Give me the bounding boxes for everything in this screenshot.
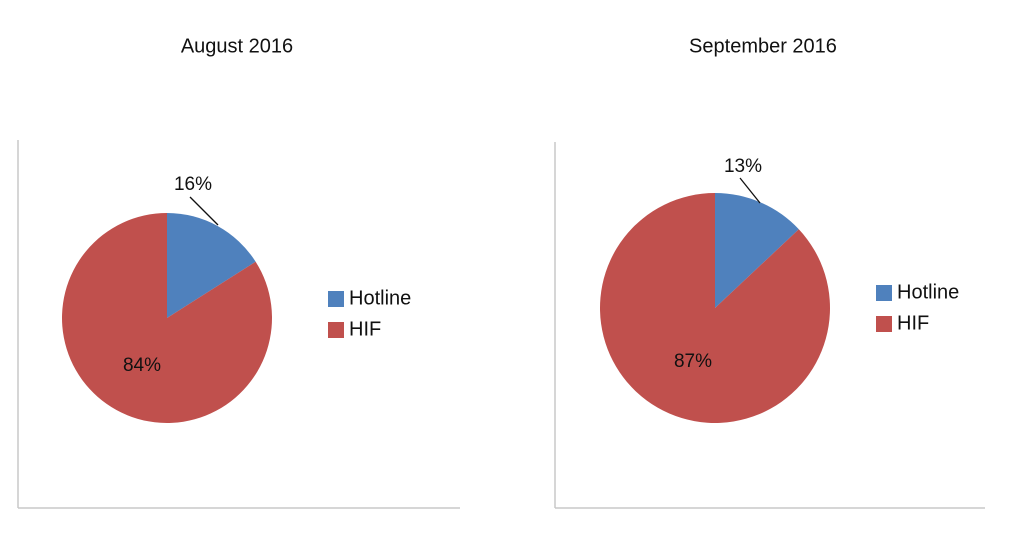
- legend-swatch: [876, 285, 892, 301]
- pie-slice: [600, 193, 830, 423]
- chart-title: August 2016: [181, 35, 293, 57]
- legend-swatch: [876, 316, 892, 332]
- legend-label: Hotline: [897, 281, 959, 303]
- data-label: 13%: [724, 156, 762, 177]
- legend-label: Hotline: [349, 287, 411, 309]
- legend-swatch: [328, 322, 344, 338]
- pie-slice: [715, 193, 799, 308]
- chart-title: September 2016: [689, 35, 837, 57]
- data-label: 87%: [674, 351, 712, 372]
- legend-label: HIF: [349, 318, 381, 340]
- data-label: 16%: [174, 174, 212, 195]
- legend-label: HIF: [897, 312, 929, 334]
- data-label: 84%: [123, 355, 161, 376]
- leader-line: [739, 177, 761, 204]
- pie-slice: [62, 213, 273, 424]
- leader-line: [189, 196, 219, 226]
- pie-slice: [167, 213, 256, 318]
- legend-swatch: [328, 291, 344, 307]
